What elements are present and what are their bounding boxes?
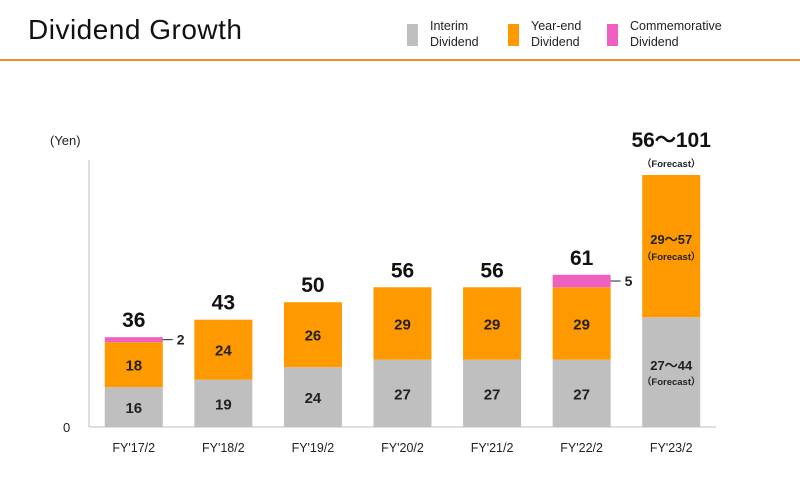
legend-item-yearend: Year-end Dividend <box>508 18 641 50</box>
data-label-yearend: 18 <box>125 358 142 375</box>
data-label-interim: 27 <box>484 386 501 403</box>
bar-interim <box>552 359 611 427</box>
bar-commemorative <box>552 274 611 288</box>
legend: Interim Dividend Year-end Dividend Comme… <box>0 18 800 58</box>
forecast-note-interim: （Forecast） <box>642 376 701 388</box>
legend-swatch-commemorative <box>607 24 618 46</box>
y-zero-label: 0 <box>63 420 70 435</box>
bar-yearend <box>283 302 342 368</box>
bar-interim <box>373 359 432 427</box>
bar-yearend <box>463 287 522 360</box>
legend-label-interim-line2: Dividend <box>430 35 479 49</box>
total-label: 61 <box>570 247 594 270</box>
data-label-yearend: 26 <box>305 328 322 345</box>
x-tick-label: FY'21/2 <box>471 441 514 455</box>
bar-interim <box>104 387 163 427</box>
total-label: 36 <box>122 309 145 332</box>
data-label-interim: 16 <box>125 400 142 417</box>
bar-interim <box>463 359 522 427</box>
data-label-yearend: 29～57 <box>650 232 692 247</box>
legend-item-interim: Interim Dividend <box>407 18 540 50</box>
bar-yearend <box>104 342 163 388</box>
bar-yearend <box>552 287 611 360</box>
data-label-interim: 27～44 <box>650 358 693 373</box>
forecast-note-yearend: （Forecast） <box>642 251 701 263</box>
total-label: 43 <box>212 292 235 315</box>
bar-yearend <box>642 174 701 318</box>
data-label-commemorative: 5 <box>625 273 633 289</box>
x-tick-label: FY'20/2 <box>381 441 424 455</box>
x-tick-label: FY'18/2 <box>202 441 245 455</box>
legend-item-commemorative: Commemorative Dividend <box>607 18 740 50</box>
data-label-yearend: 29 <box>573 316 590 333</box>
bar-interim <box>194 379 253 427</box>
data-label-interim: 27 <box>394 386 411 403</box>
x-tick-label: FY'23/2 <box>650 441 693 455</box>
data-label-yearend: 24 <box>215 343 232 360</box>
bar-yearend <box>194 319 253 380</box>
data-label-interim: 19 <box>215 396 232 413</box>
data-label-yearend: 29 <box>484 316 501 333</box>
legend-label-interim-line1: Interim <box>430 19 469 33</box>
page-title: Dividend Growth <box>28 14 243 45</box>
legend-swatch-yearend <box>508 24 519 46</box>
total-label: 56 <box>391 259 414 282</box>
data-label-interim: 24 <box>305 390 322 407</box>
total-label: 56～101 <box>632 129 712 152</box>
x-tick-label: FY'22/2 <box>560 441 603 455</box>
x-tick-label: FY'19/2 <box>292 441 335 455</box>
legend-swatch-interim <box>407 24 418 46</box>
forecast-note-total: （Forecast） <box>642 158 701 170</box>
bar-interim <box>642 317 701 427</box>
legend-label-yearend-line2: Dividend <box>531 35 580 49</box>
total-label: 50 <box>301 274 324 297</box>
data-label-yearend: 29 <box>394 316 411 333</box>
bar-yearend <box>373 287 432 360</box>
legend-label-yearend-line1: Year-end <box>531 19 582 33</box>
y-unit-label: (Yen) <box>50 133 81 148</box>
legend-label-commemorative-line2: Dividend <box>630 35 679 49</box>
bar-commemorative <box>104 337 163 343</box>
x-tick-label: FY'17/2 <box>112 441 155 455</box>
data-label-interim: 27 <box>573 386 590 403</box>
legend-label-commemorative-line1: Commemorative <box>630 19 722 33</box>
header-rule <box>0 59 800 61</box>
data-label-commemorative: 2 <box>177 332 185 348</box>
bar-interim <box>283 367 342 427</box>
total-label: 56 <box>480 259 503 282</box>
